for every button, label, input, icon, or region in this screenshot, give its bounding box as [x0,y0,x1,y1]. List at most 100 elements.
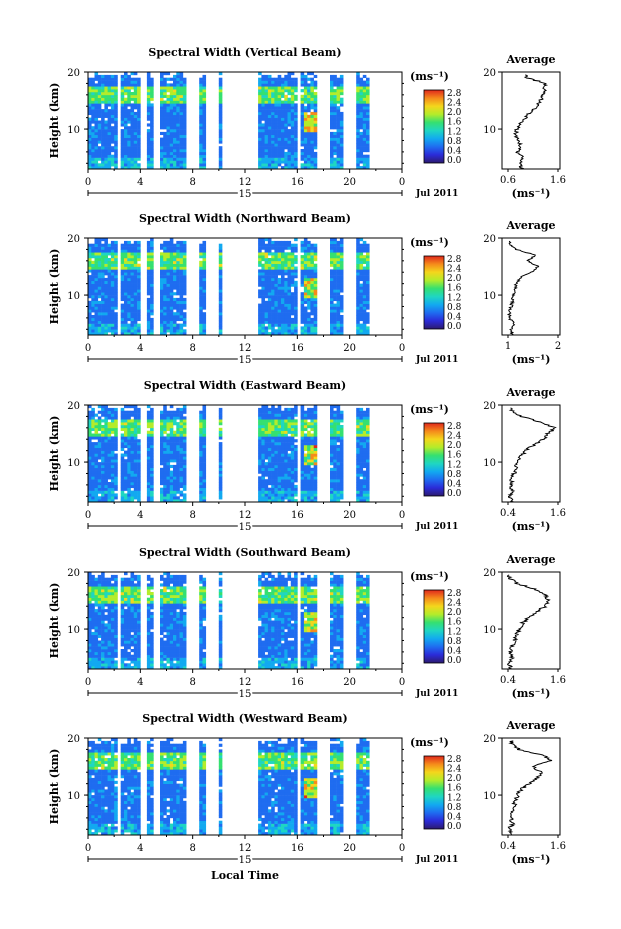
heatmap-cell [281,263,285,267]
heatmap-cell [179,163,184,167]
y-tick-label: 10 [67,291,80,302]
heatmap-cell [300,482,305,486]
heatmap-cell [107,499,112,503]
heatmap-cell [359,103,364,107]
heatmap-cell [281,484,285,489]
heatmap-cell [91,111,95,116]
heatmap-cell [182,151,187,156]
heatmap-cell [267,496,272,500]
heatmap-cell [294,280,298,284]
heatmap-cell [133,405,138,409]
heatmap-cell [339,163,344,167]
heatmap-cell [359,312,364,316]
heatmap-cell [307,499,311,503]
heatmap-cell [97,263,102,267]
heatmap-cell [146,323,151,327]
heatmap-cell [120,499,125,503]
heatmap-cell [277,295,282,299]
heatmap-cell [310,166,314,170]
heatmap-cell [287,163,292,167]
heatmap-cell [133,427,138,431]
heatmap-cell [267,323,272,327]
heatmap-cell [133,425,138,429]
heatmap-cell [264,269,269,273]
heatmap-cell [146,129,151,133]
heatmap-cell [277,309,282,313]
heatmap-cell [277,476,282,480]
heatmap-cell [313,300,318,304]
heatmap-cell [130,120,135,124]
heatmap-cell [182,243,187,247]
x-tick-label: 8 [189,177,195,188]
heatmap-cell [313,499,318,503]
heatmap-cell [290,123,295,127]
heatmap-cell [110,160,115,164]
heatmap-cell [166,413,171,417]
heatmap-cell [120,422,125,426]
heatmap-cell [356,323,360,327]
heatmap-cell [176,100,180,104]
heatmap-cell [101,157,105,161]
heatmap-cell [277,462,282,466]
heatmap-cell [264,464,269,469]
average-profile-line [506,240,540,336]
heatmap-cell [169,134,174,138]
heatmap-cell [160,323,164,327]
heatmap-cell [310,476,314,480]
heatmap-cell [267,493,272,497]
heatmap-cell [114,416,118,420]
heatmap-cell [330,120,334,124]
heatmap-cell [330,470,334,474]
heatmap-cell [218,255,223,259]
heatmap-cell [133,292,138,296]
heatmap-cell [179,77,184,81]
heatmap-cell [91,83,95,87]
heatmap-cell [179,462,184,466]
heatmap-cell [267,140,272,144]
heatmap-cell [173,163,177,167]
heatmap-cell [137,255,141,259]
heatmap-cell [150,131,154,136]
heatmap-cell [160,436,164,440]
heatmap-cell [160,422,164,426]
heatmap-cell [169,405,174,409]
heatmap-cell [313,442,318,446]
heatmap-cell [356,72,360,76]
heatmap-cell [150,490,154,494]
heatmap-cell [274,246,278,250]
heatmap-cell [97,306,102,310]
heatmap-cell [137,329,141,333]
heatmap-cell [127,86,131,90]
heatmap-cell [127,249,131,253]
heatmap-cell [166,86,171,90]
heatmap-cell [267,303,272,307]
heatmap-cell [310,433,314,437]
heatmap-cell [290,430,295,434]
heatmap-cell [169,456,174,460]
heatmap-cell [300,80,305,84]
heatmap-cell [94,106,99,110]
heatmap-cell [169,453,174,457]
heatmap-cell [114,323,118,327]
heatmap-cell [267,131,272,136]
heatmap-cell [274,433,278,437]
heatmap-cell [110,163,115,167]
heatmap-cell [150,249,154,253]
heatmap-cell [287,289,292,293]
heatmap-cell [202,263,207,267]
heatmap-cell [284,74,288,79]
heatmap-cell [336,292,341,296]
heatmap-cell [91,283,95,287]
heatmap-cell [264,86,269,90]
heatmap-cell [88,419,92,423]
heatmap-cell [94,154,99,158]
heatmap-cell [179,126,184,130]
heatmap-cell [202,126,207,130]
heatmap-cell [127,317,131,322]
heatmap-cell [261,263,265,267]
heatmap-cell [359,309,364,313]
heatmap-cell [310,323,314,327]
heatmap-cell [313,425,318,429]
heatmap-cell [271,442,275,446]
heatmap-cell [182,444,187,449]
